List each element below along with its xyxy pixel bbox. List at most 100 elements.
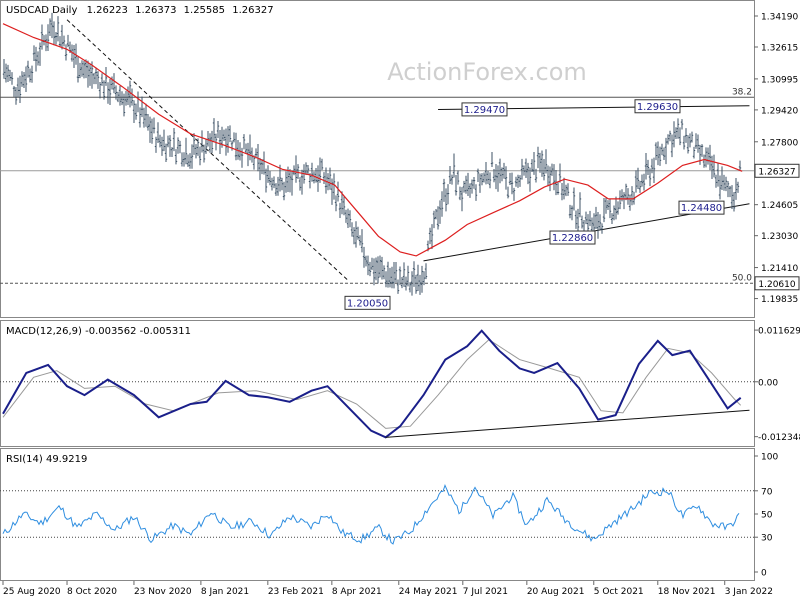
price-bar [384,271,388,288]
price-bar [530,159,534,173]
last-price-label: 1.26327 [758,167,795,177]
price-bar [348,210,352,228]
macd-y-tick-label: 0.00 [758,378,778,388]
price-bar [320,158,324,171]
price-bar [218,130,222,154]
price-bar [590,217,594,233]
rsi-pane-title: RSI(14) 49.9219 [6,454,87,465]
price-bar [274,183,278,196]
rsi-y-tick-label: 100 [761,453,778,463]
price-bar [608,199,612,219]
price-bar [596,211,600,239]
price-bar [194,144,198,159]
price-bar [322,172,326,184]
price-bar [186,154,190,167]
price-bar [82,61,86,79]
macd-trendline [385,409,750,438]
price-bar [190,144,194,169]
x-tick-label: 8 Apr 2021 [332,587,382,597]
x-tick-label: 23 Nov 2020 [134,587,192,597]
price-annotation-text: 1.20050 [347,298,388,309]
price-bar [478,173,482,193]
price-bar [678,127,682,146]
price-bar [548,166,552,192]
price-bar [330,178,334,205]
price-bar [484,161,488,185]
price-bar [264,168,268,193]
price-bar [672,121,676,148]
price-bar [486,170,490,184]
price-bar [270,177,274,191]
price-bar [576,208,580,233]
price-bar [734,178,738,200]
price-bar [378,255,382,278]
price-bar [160,136,164,156]
price-bar [518,175,522,187]
price-bar [638,180,642,193]
moving-average-layer [2,23,743,257]
price-bar [132,100,136,123]
price-bar [380,256,384,280]
price-bar [720,166,724,190]
price-bar [696,134,700,153]
ohlc-high: 1.26373 [135,5,176,16]
price-bar [338,202,342,219]
price-annotation: 1.22860 [549,230,596,245]
price-bar [604,197,608,214]
price-pane-static: 38.2 50.0 [0,19,754,284]
price-bar [508,172,512,185]
price-bar [560,182,564,201]
price-bar [396,279,400,294]
price-bar [618,190,622,210]
x-tick-label: 8 Oct 2020 [67,587,117,597]
price-bar [434,208,438,220]
price-bar [172,127,176,152]
price-bar [38,42,42,66]
price-y-tick-label: 1.19835 [761,295,798,305]
price-bar [140,96,144,118]
price-bar [354,221,358,248]
price-bar [226,126,230,153]
price-bar [8,69,12,82]
price-bar [710,155,714,179]
price-bar [178,140,182,154]
price-bar [310,162,314,182]
price-bar [90,61,94,89]
price-bar [506,186,510,199]
price-annotation: 1.24480 [678,200,725,215]
watermark: ActionForex.com [387,58,587,86]
price-bar [642,173,646,191]
fib-level-label: 50.0 [732,273,752,283]
price-bar [86,60,90,88]
price-bar [188,153,192,169]
price-bar [60,24,64,50]
price-bar [568,204,572,219]
price-bar [732,192,736,212]
price-bar [456,170,460,185]
price-bar [402,262,406,287]
price-bar [54,32,58,45]
price-bar [550,163,554,176]
price-bar [248,134,252,161]
price-bar [504,166,508,190]
price-bar [144,103,148,127]
price-bar [124,90,128,106]
price-bar [538,152,542,173]
trendline [66,19,350,282]
price-bar [668,130,672,142]
price-bar [648,168,652,187]
price-bar [128,80,132,108]
price-bar [328,167,332,190]
x-tick-label: 18 Nov 2021 [658,587,716,597]
price-bar [58,36,62,47]
price-bar [492,169,496,183]
price-bar [692,146,696,159]
price-bar [382,265,386,280]
price-bar [652,157,656,184]
price-bar [324,167,328,194]
price-y-tick-label: 1.27800 [761,138,798,148]
price-bar [626,188,630,205]
macd-plot [0,329,754,439]
price-bar [272,176,276,189]
last-price-badge: 1.26327 [754,163,800,178]
